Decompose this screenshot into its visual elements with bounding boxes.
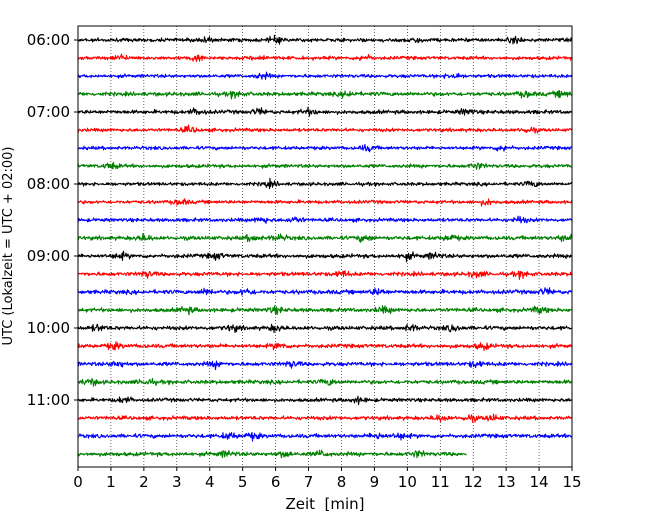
- trace-0930: [77, 287, 573, 296]
- trace-0745: [77, 161, 573, 170]
- trace-0945: [77, 305, 573, 316]
- x-tick-label: 2: [139, 473, 149, 491]
- plot-frame: [77, 25, 573, 468]
- trace-1130: [77, 431, 573, 442]
- y-tick-label: 11:00: [27, 391, 70, 409]
- x-tick-label: 12: [464, 473, 483, 491]
- x-tick-label: 13: [497, 473, 516, 491]
- y-tick-label: 10:00: [27, 319, 70, 337]
- trace-0845: [77, 233, 573, 243]
- y-tick-label: 09:00: [27, 247, 70, 265]
- trace-0730: [77, 144, 573, 153]
- trace-1100: [77, 395, 573, 406]
- x-tick-label: 1: [106, 473, 116, 491]
- trace-0630: [77, 71, 573, 80]
- trace-1115: [77, 413, 573, 423]
- x-tick-label: 15: [562, 473, 581, 491]
- trace-group: [77, 34, 573, 459]
- x-tick-label: 6: [271, 473, 281, 491]
- trace-1045: [77, 377, 573, 387]
- x-axis-ticks: 0 1 2 3 4 5 6 7 8 9 10 11 12 13 14 15: [73, 467, 582, 491]
- x-tick-label: 7: [304, 473, 314, 491]
- x-tick-label: 9: [370, 473, 380, 491]
- trace-1030: [77, 360, 573, 371]
- y-axis-ticks: 06:00 07:00 08:00 09:00 10:00 11:00: [27, 31, 78, 409]
- trace-0915: [77, 270, 573, 280]
- trace-0645: [77, 90, 573, 100]
- x-tick-label: 8: [337, 473, 347, 491]
- x-axis-label: Zeit [min]: [285, 495, 364, 513]
- trace-0700: [77, 106, 573, 117]
- x-tick-label: 11: [431, 473, 450, 491]
- trace-0800: [77, 177, 573, 190]
- x-tick-label: 3: [172, 473, 182, 491]
- y-axis-label: UTC (Lokalzeit = UTC + 02:00): [1, 147, 16, 346]
- trace-0815: [77, 198, 573, 207]
- trace-0900: [77, 250, 573, 263]
- x-tick-label: 14: [530, 473, 549, 491]
- trace-0600: [77, 34, 573, 45]
- x-tick-label: 0: [73, 473, 83, 491]
- trace-1145: [77, 449, 467, 459]
- trace-0715: [77, 124, 573, 134]
- y-tick-label: 07:00: [27, 103, 70, 121]
- x-tick-label: 4: [205, 473, 215, 491]
- y-tick-label: 08:00: [27, 175, 70, 193]
- trace-1015: [77, 340, 573, 352]
- x-tick-label: 10: [398, 473, 417, 491]
- trace-1000: [77, 323, 573, 334]
- x-tick-label: 5: [238, 473, 248, 491]
- trace-0615: [77, 53, 573, 62]
- y-tick-label: 06:00: [27, 31, 70, 49]
- trace-0830: [77, 215, 573, 224]
